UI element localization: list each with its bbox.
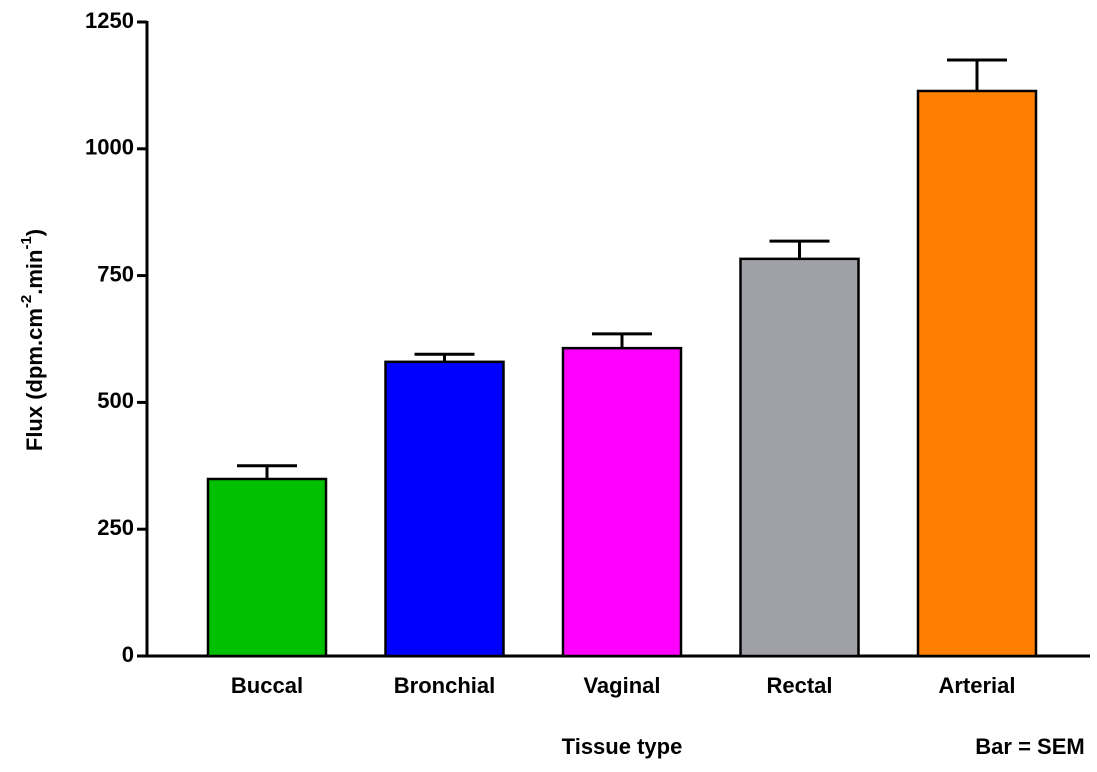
y-axis-label: Flux (dpm.cm-2.min-1) — [18, 229, 46, 451]
y-tick-label: 0 — [122, 642, 134, 667]
bar — [206, 477, 328, 658]
y-label-superscript: -1 — [18, 236, 35, 249]
x-tick-label: Buccal — [231, 673, 303, 698]
bar — [561, 346, 683, 658]
y-label-part: .min — [22, 250, 47, 295]
bar — [916, 89, 1038, 658]
x-tick-label: Vaginal — [583, 673, 660, 698]
y-tick-label: 1250 — [85, 8, 134, 33]
annotation: Bar = SEM — [975, 734, 1084, 759]
x-tick-label: Arterial — [938, 673, 1015, 698]
y-tick-label: 500 — [97, 388, 134, 413]
x-tick-label: Bronchial — [394, 673, 495, 698]
x-tick-label: Rectal — [766, 673, 832, 698]
y-tick-label: 750 — [97, 261, 134, 286]
bar — [739, 257, 860, 658]
x-axis-label: Tissue type — [562, 734, 683, 759]
y-label-superscript: -2 — [18, 295, 35, 308]
y-tick-label: 250 — [97, 515, 134, 540]
bar — [384, 360, 505, 658]
y-tick-label: 1000 — [85, 135, 134, 160]
y-label-part: Flux (dpm.cm — [22, 308, 47, 451]
y-label-part: ) — [22, 229, 47, 236]
